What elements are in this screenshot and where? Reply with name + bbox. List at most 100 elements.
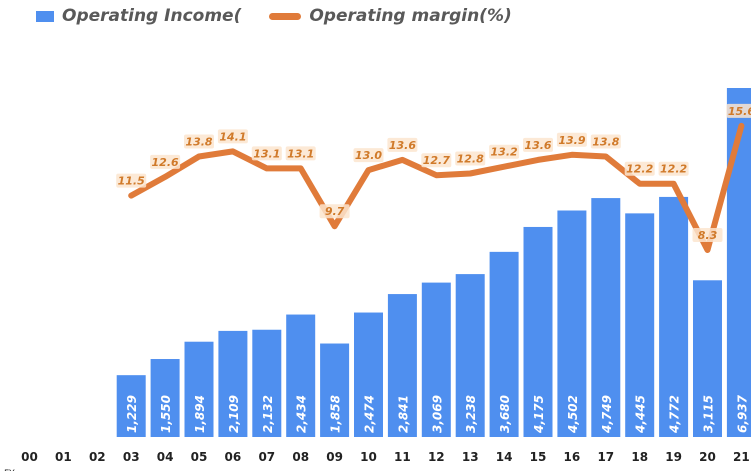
bar [523,226,553,437]
bar [455,274,485,437]
bar-data-label: 3,680 [498,395,512,433]
bar-data-label: 4,175 [532,395,546,434]
margin-data-label: 15.6 [728,105,751,118]
x-tick-label: 00 [21,450,38,464]
bar [116,375,146,437]
margin-label-bg [624,161,655,176]
margin-data-label: 13.8 [592,136,619,149]
margin-data-label: 13.6 [524,139,551,152]
x-tick-label: 03 [123,450,140,464]
margin-label-bg [251,146,282,161]
x-tick-label: 08 [292,450,309,464]
bar [489,251,519,437]
margin-label-bg [150,154,181,169]
x-tick-label: 13 [462,450,479,464]
legend-label-operating-income: Operating Income( [62,6,242,26]
margin-label-bg [217,129,248,144]
bar-data-label: 2,434 [295,395,309,433]
bar-data-label: 1,894 [193,395,207,433]
legend-item-operating-income: Operating Income( [0,6,241,26]
bar [320,343,350,437]
margin-data-label: 13.2 [491,146,518,159]
legend-swatch-bar [36,10,54,22]
bar-data-label: 3,238 [464,395,478,433]
bar-data-label: 3,069 [430,395,444,433]
bar [150,359,180,437]
x-tick-label: 11 [394,450,411,464]
margin-series-line [128,122,745,253]
bar-data-label: 4,772 [668,395,682,434]
margin-label-bg [590,134,621,149]
margin-data-label: 13.0 [355,149,382,162]
bar-data-label: 6,937 [735,394,749,433]
margin-label-bg [319,204,350,219]
x-tick-label: 02 [89,450,106,464]
x-tick-label: 15 [530,450,547,464]
bar-data-label: 2,841 [396,395,410,433]
bar [659,196,689,437]
bar [625,213,655,437]
margin-label-bg [726,103,751,118]
bar-data-label: 4,502 [566,395,580,434]
x-tick-label: 10 [360,450,377,464]
margin-data-label: 11.5 [118,175,145,188]
bar-data-label: 3,115 [702,395,716,433]
margin-data-label: 12.8 [457,153,484,166]
legend: Operating Income( Operating margin(%) [0,4,540,28]
bar [591,198,621,437]
x-tick-label: 16 [564,450,581,464]
bar-data-label: 2,132 [261,395,275,433]
bar-data-label: 1,229 [125,395,139,433]
margin-data-label: 13.1 [253,147,280,160]
bar [354,312,383,437]
margin-label-bg [421,153,452,168]
margin-label-bg [556,132,587,147]
margin-label-bg [353,148,384,163]
margin-label-bg [455,151,486,166]
x-tick-label: 07 [258,450,275,464]
margin-data-label: 8.3 [698,229,718,242]
x-tick-label: 14 [496,450,513,464]
x-tick-label: 19 [665,450,682,464]
x-tick-label: 20 [699,450,716,464]
legend-swatch-line [269,12,302,20]
margin-label-bg [692,228,723,242]
bar-data-label: 1,858 [329,395,343,433]
bar-data-label: 1,550 [159,395,173,433]
x-tick-label: 09 [326,450,343,464]
bar [693,280,722,437]
legend-label-operating-margin: Operating margin(%) [309,6,512,26]
margin-data-label: 12.7 [423,154,450,167]
margin-label-bg [184,134,214,149]
bar [421,282,451,437]
x-axis-extra-label: FY [4,469,15,471]
margin-label-bg [116,173,147,188]
margin-data-label: 14.1 [219,130,246,143]
margin-label-bg [658,161,689,176]
x-tick-label: 17 [597,450,614,464]
x-tick-label: 05 [191,450,208,464]
margin-label-bg [387,137,418,152]
x-tick-label: 12 [428,450,445,464]
margin-label-bg [285,146,316,161]
margin-data-label: 9.7 [325,205,345,218]
bar-data-label: 4,445 [634,395,648,434]
x-tick-label: 01 [55,450,72,464]
bar-data-label: 4,749 [600,395,614,434]
bar-data-label: 2,109 [227,395,241,433]
bar [218,330,248,437]
legend-item-operating-margin: Operating margin(%) [269,6,512,26]
margin-label-bg [523,137,553,152]
bar [387,294,417,437]
margin-data-label: 13.6 [389,139,416,152]
margin-data-label: 13.9 [558,134,585,147]
bar [286,314,316,437]
bar [557,210,587,437]
margin-data-label: 13.1 [287,147,314,160]
bar [184,341,214,437]
margin-data-label: 13.8 [185,136,212,149]
bar [252,329,282,437]
x-tick-label: 21 [733,450,750,464]
